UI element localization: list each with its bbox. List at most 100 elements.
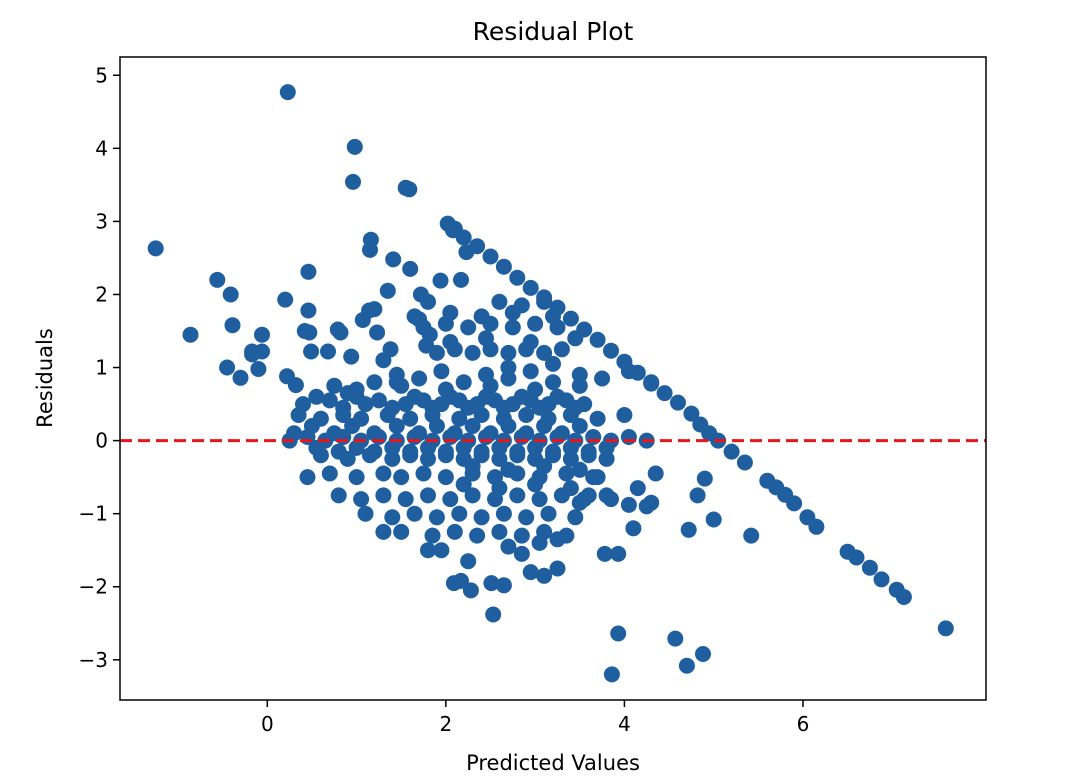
scatter-point [571, 418, 588, 434]
scatter-point [437, 381, 454, 398]
scatter-point [513, 545, 530, 562]
scatter-point [232, 369, 249, 386]
scatter-point [527, 476, 544, 493]
scatter-point [384, 439, 401, 456]
scatter-point [254, 326, 270, 343]
scatter-point [786, 495, 803, 512]
scatter-point [329, 321, 346, 338]
scatter-point [478, 330, 494, 347]
scatter-point [420, 439, 436, 456]
scatter-point [321, 465, 338, 482]
scatter-point [219, 359, 236, 376]
scatter-point [527, 315, 544, 332]
scatter-point [513, 429, 530, 445]
scatter-point [250, 361, 267, 377]
scatter-point [348, 469, 365, 486]
scatter-point [455, 374, 472, 391]
scatter-point [491, 480, 508, 497]
scatter-point [393, 469, 410, 486]
x-tick-label: 0 [261, 712, 274, 736]
scatter-point [279, 368, 295, 385]
scatter-point [402, 443, 419, 460]
y-tick-label: 5 [95, 63, 108, 87]
scatter-point [500, 359, 517, 376]
scatter-point [610, 625, 627, 642]
scatter-point [402, 410, 419, 427]
scatter-point [453, 271, 469, 288]
scatter-point [495, 410, 512, 427]
scatter-point [343, 348, 360, 365]
scatter-point [433, 363, 450, 380]
x-axis-label: Predicted Values [466, 751, 640, 775]
scatter-point [388, 418, 405, 434]
scatter-point [420, 293, 436, 310]
scatter-point [354, 312, 371, 328]
scatter-point [594, 370, 611, 387]
scatter-point [638, 498, 655, 515]
scatter-point [442, 429, 459, 445]
scatter-point [589, 331, 606, 348]
scatter-point [504, 304, 521, 321]
scatter-point [522, 334, 539, 350]
scatter-point [244, 346, 261, 363]
y-tick-label: 2 [95, 282, 108, 306]
y-tick-label: 3 [95, 209, 108, 233]
scatter-point [437, 469, 454, 486]
scatter-point [567, 330, 584, 347]
scatter-point [420, 542, 436, 559]
scatter-point [536, 293, 553, 310]
scatter-point [647, 465, 664, 482]
scatter-point [411, 370, 428, 387]
x-tick-label: 4 [618, 712, 631, 736]
y-tick-label: 0 [95, 429, 108, 453]
scatter-point [531, 491, 548, 508]
scatter-point [643, 374, 660, 391]
scatter-point [482, 248, 499, 265]
scatter-point [469, 238, 486, 255]
scatter-point [571, 377, 588, 394]
scatter-point [455, 476, 472, 493]
scatter-point [540, 505, 557, 522]
scatter-point [576, 396, 593, 413]
scatter-point [670, 394, 686, 411]
scatter-point [312, 410, 329, 427]
scatter-point [384, 450, 401, 467]
scatter-point [500, 461, 517, 478]
scatter-point [567, 509, 584, 526]
scatter-point [393, 523, 410, 540]
scatter-point [428, 344, 445, 361]
scatter-point [455, 229, 472, 246]
scatter-point [848, 549, 865, 566]
scatter-point [451, 505, 468, 522]
scatter-point [375, 465, 392, 482]
scatter-point [379, 407, 396, 423]
scatter-point [478, 429, 494, 445]
scatter-point [460, 319, 477, 336]
scatter-point [491, 450, 508, 467]
scatter-point [540, 410, 557, 427]
scatter-point [308, 388, 325, 405]
scatter-point [320, 343, 336, 360]
scatter-point [437, 443, 454, 460]
scatter-point [683, 405, 700, 422]
scatter-point [330, 443, 347, 460]
scatter-point [610, 545, 627, 562]
scatter-point [366, 374, 383, 391]
scatter-point [370, 429, 387, 445]
scatter-point [536, 344, 553, 361]
scatter-point [433, 542, 450, 559]
scatter-point [445, 575, 462, 592]
scatter-point [464, 487, 481, 504]
scatter-point [518, 509, 535, 526]
scatter-point [464, 418, 481, 434]
scatter-point [375, 352, 392, 369]
scatter-point [495, 577, 512, 594]
y-tick-label: −2 [79, 575, 108, 599]
y-tick-label: 1 [95, 356, 108, 380]
scatter-point [562, 439, 579, 456]
scatter-point [277, 291, 294, 308]
scatter-point [545, 443, 561, 460]
y-tick-label: −3 [79, 648, 108, 672]
scatter-point [491, 293, 508, 310]
